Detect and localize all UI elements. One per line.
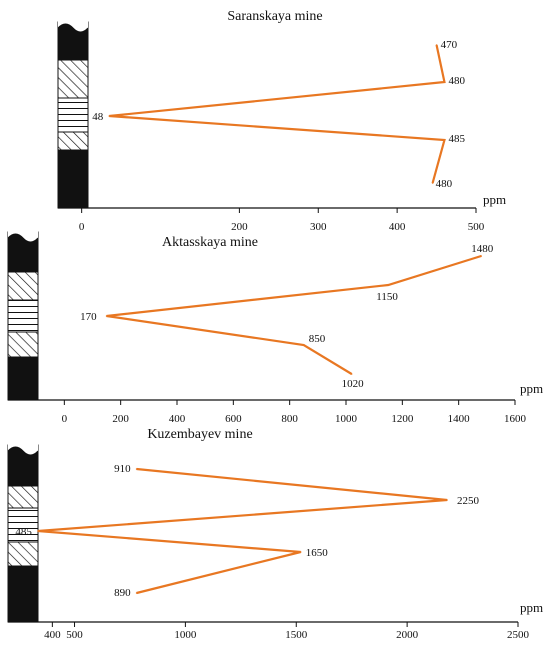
data-label: 485 bbox=[15, 526, 32, 538]
data-point bbox=[443, 81, 446, 83]
x-tick-label: 600 bbox=[225, 413, 242, 425]
data-point bbox=[387, 284, 390, 286]
data-label: 1650 bbox=[306, 547, 329, 559]
data-label: 480 bbox=[436, 178, 453, 190]
data-point bbox=[37, 530, 39, 532]
data-label: 485 bbox=[448, 133, 465, 145]
data-label: 48 bbox=[92, 111, 104, 123]
x-tick-label: 1000 bbox=[335, 413, 358, 425]
panel-title: Aktasskaya mine bbox=[162, 235, 258, 250]
series-line bbox=[109, 44, 446, 184]
panel-saranskaya: Saranskaya mine 0 200 300 400 500 470 480 48 48… bbox=[57, 9, 506, 233]
x-tick-label: 1400 bbox=[448, 413, 471, 425]
panel-title: Saranskaya mine bbox=[227, 9, 322, 24]
x-tick-label: 400 bbox=[169, 413, 186, 425]
panel-aktasskaya: Aktasskaya mine 0 200 400 600 800 1000 1200 140… bbox=[7, 228, 543, 425]
data-label: 470 bbox=[441, 39, 458, 51]
strat-layer-hatch bbox=[57, 131, 89, 151]
strat-layer-hlines bbox=[7, 299, 39, 333]
x-tick-label: 500 bbox=[468, 221, 485, 233]
data-label: 1480 bbox=[471, 243, 494, 255]
data-point bbox=[350, 373, 353, 375]
strat-layer-hatch bbox=[57, 59, 89, 99]
strat-layer-hatch bbox=[7, 331, 39, 358]
x-tick-label: 500 bbox=[66, 629, 83, 641]
strat-top-edge bbox=[8, 228, 38, 242]
strat-column bbox=[57, 18, 89, 209]
data-series: 910 2250 485 1650 890 bbox=[15, 463, 479, 599]
data-point bbox=[302, 344, 305, 346]
x-tick-label: 1000 bbox=[174, 629, 197, 641]
x-tick-label: 200 bbox=[231, 221, 248, 233]
data-point bbox=[135, 468, 138, 470]
data-point bbox=[431, 182, 434, 184]
strat-top-line bbox=[7, 446, 39, 456]
strat-column bbox=[7, 228, 39, 401]
x-axis: 400 500 1000 1500 2000 2500 bbox=[8, 621, 530, 641]
strat-layer-hatch bbox=[7, 541, 39, 567]
x-tick-label: 2500 bbox=[507, 629, 530, 641]
strat-top-line bbox=[57, 23, 89, 33]
x-tick-label: 0 bbox=[79, 221, 85, 233]
data-label: 1020 bbox=[342, 378, 365, 390]
unit-label: ppm bbox=[520, 600, 543, 615]
data-point bbox=[435, 44, 438, 46]
data-series: 1480 1150 170 850 1020 bbox=[80, 243, 494, 390]
data-point bbox=[446, 499, 448, 501]
x-tick-label: 300 bbox=[310, 221, 327, 233]
x-tick-label: 1600 bbox=[504, 413, 527, 425]
data-point bbox=[135, 592, 138, 594]
x-tick-label: 400 bbox=[44, 629, 61, 641]
x-tick-label: 1500 bbox=[285, 629, 308, 641]
strat-layer-hatch bbox=[7, 271, 39, 301]
panel-title: Kuzembayev mine bbox=[147, 427, 252, 442]
series-line bbox=[37, 467, 448, 595]
data-label: 910 bbox=[114, 463, 131, 475]
unit-label: ppm bbox=[483, 192, 506, 207]
data-series: 470 480 48 485 480 bbox=[92, 39, 465, 190]
unit-label: ppm bbox=[520, 381, 543, 396]
x-tick-label: 200 bbox=[112, 413, 129, 425]
strat-layer-hatch bbox=[7, 485, 39, 509]
strat-layer-solid bbox=[7, 356, 39, 401]
strat-top-line bbox=[7, 233, 39, 243]
strat-top-edge bbox=[8, 441, 38, 455]
x-tick-label: 1200 bbox=[391, 413, 414, 425]
data-label: 890 bbox=[114, 587, 131, 599]
panel-kuzembayev: Kuzembayev mine 400 500 1000 1500 2000 2500 9… bbox=[7, 427, 543, 641]
strat-top-edge bbox=[58, 18, 88, 32]
data-label: 1150 bbox=[376, 291, 398, 303]
x-axis: 0 200 400 600 800 1000 1200 1400 1600 bbox=[8, 399, 527, 425]
strat-layer-solid bbox=[57, 149, 89, 209]
data-point bbox=[480, 255, 483, 257]
data-point bbox=[105, 315, 108, 317]
x-tick-label: 2000 bbox=[396, 629, 419, 641]
data-point bbox=[299, 551, 302, 553]
strat-layer-hlines bbox=[57, 97, 89, 133]
data-label: 850 bbox=[309, 333, 326, 345]
x-axis: 0 200 300 400 500 bbox=[58, 207, 485, 233]
strat-column bbox=[7, 441, 39, 623]
x-tick-label: 400 bbox=[389, 221, 406, 233]
data-label: 480 bbox=[448, 75, 465, 87]
data-point bbox=[443, 139, 446, 141]
series-line bbox=[106, 254, 482, 375]
x-tick-label: 800 bbox=[281, 413, 298, 425]
strat-layer-solid bbox=[7, 565, 39, 623]
data-label: 170 bbox=[80, 311, 97, 323]
data-label: 2250 bbox=[457, 495, 480, 507]
data-point bbox=[108, 115, 111, 117]
x-tick-label: 0 bbox=[62, 413, 68, 425]
